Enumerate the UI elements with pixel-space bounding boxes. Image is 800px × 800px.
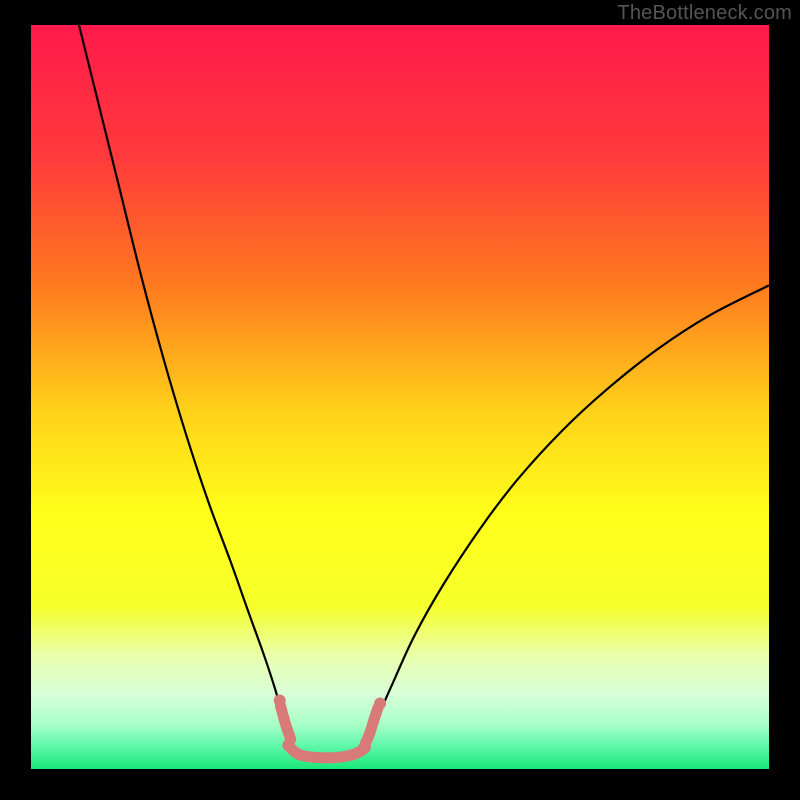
watermark-text: TheBottleneck.com [617, 2, 792, 25]
chart-canvas: TheBottleneck.com [0, 0, 800, 800]
highlight-dot [374, 698, 386, 710]
highlight-dot [282, 739, 294, 751]
plot-background [31, 25, 769, 769]
highlight-dot [274, 695, 286, 707]
highlight-dot [358, 741, 370, 753]
bottleneck-curve-chart [0, 0, 800, 800]
